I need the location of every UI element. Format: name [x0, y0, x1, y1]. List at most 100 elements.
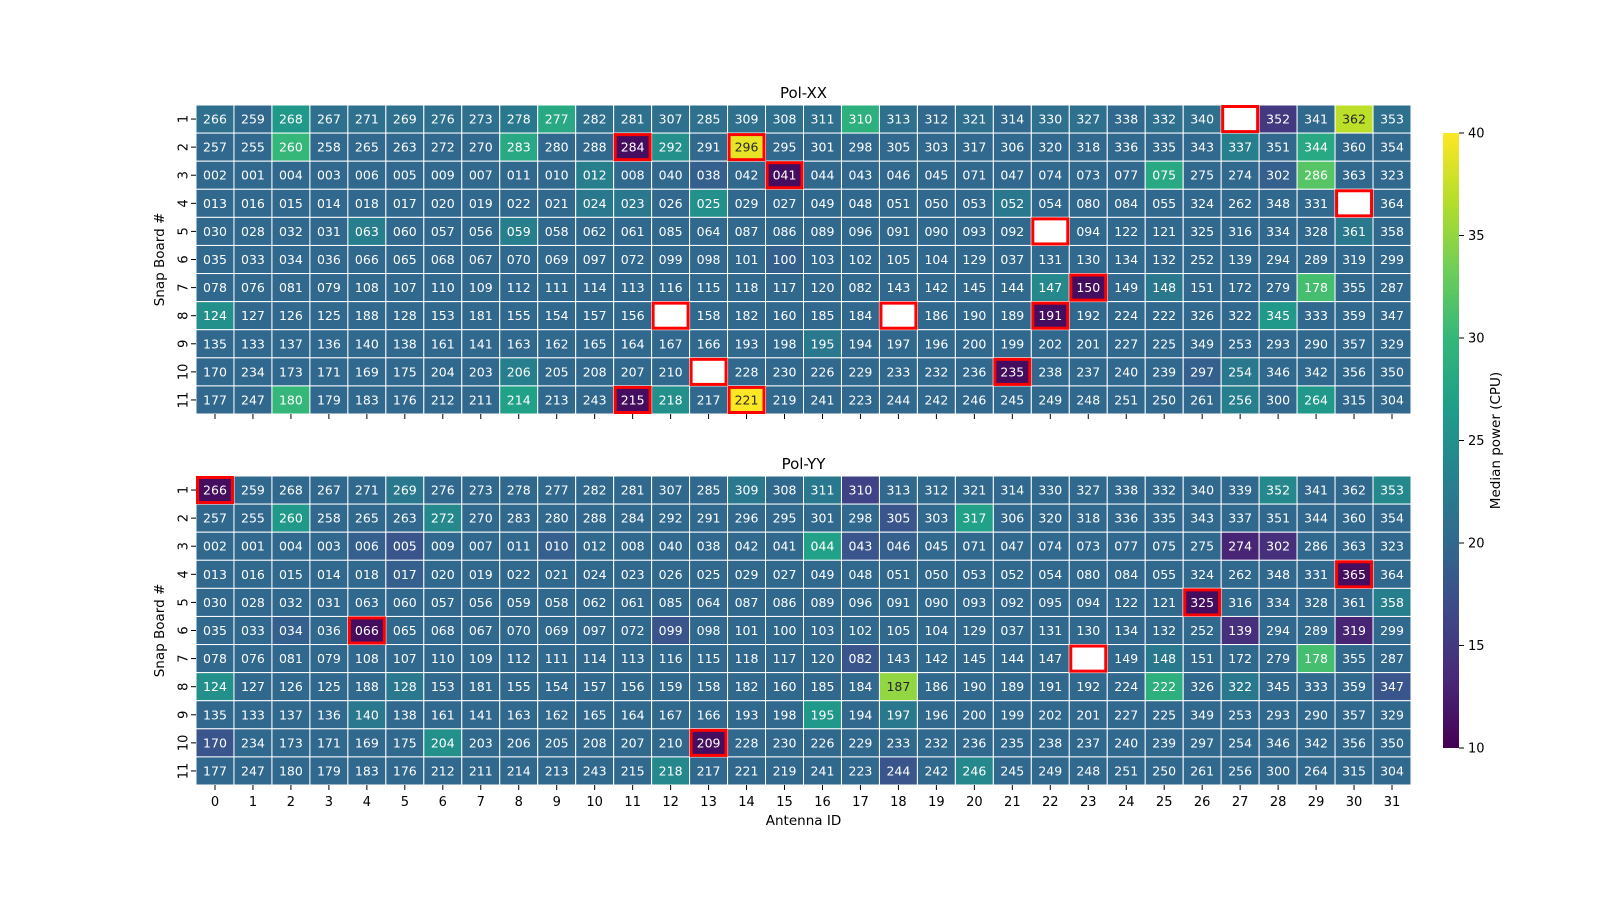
heatmap-cell [271, 728, 311, 758]
cell-label: 056 [469, 224, 493, 239]
heatmap-cell [992, 160, 1032, 190]
cell-label: 062 [583, 595, 607, 610]
cell-label: 143 [886, 280, 910, 295]
cell-label: 227 [1114, 336, 1138, 351]
cell-label: 361 [1342, 224, 1366, 239]
cell-label: 289 [1304, 252, 1328, 267]
cell-label: 275 [1190, 168, 1214, 183]
cell-label: 255 [241, 140, 265, 155]
cell-label: 135 [203, 336, 227, 351]
cell-label: 164 [621, 707, 645, 722]
cell-label: 188 [355, 308, 379, 323]
heatmap-cell [537, 644, 577, 674]
cell-label: 023 [621, 567, 645, 582]
heatmap-cell [992, 503, 1032, 533]
highlight-box [347, 616, 386, 645]
cell-label: 032 [279, 224, 303, 239]
heatmap-cell [1106, 531, 1146, 561]
cell-label: 326 [1190, 679, 1214, 694]
cell-label: 175 [393, 735, 417, 750]
cell-label: 229 [849, 364, 873, 379]
cell-label: 081 [279, 651, 303, 666]
cell-label: 312 [924, 483, 948, 498]
heatmap-cell [840, 475, 880, 505]
heatmap-cell [1372, 188, 1412, 218]
cell-label: 293 [1266, 336, 1290, 351]
cell-label: 228 [735, 364, 759, 379]
cell-label: 035 [203, 252, 227, 267]
heatmap-cell [499, 301, 539, 331]
cell-label: 089 [811, 224, 835, 239]
cell-label: 193 [735, 707, 759, 722]
x-tick-label: 28 [1270, 795, 1287, 810]
cell-label: 202 [1038, 336, 1062, 351]
heatmap-cell [537, 188, 577, 218]
heatmap-cell [1334, 188, 1374, 218]
cell-label: 200 [962, 707, 986, 722]
cell-label: 166 [697, 707, 721, 722]
heatmap-cell [1220, 188, 1260, 218]
heatmap-cell [916, 728, 956, 758]
heatmap-cell [1030, 728, 1070, 758]
cell-label: 261 [1190, 392, 1214, 407]
heatmap-cell [1220, 672, 1260, 702]
cell-label: 080 [1076, 567, 1100, 582]
heatmap-cell [1258, 273, 1298, 303]
cell-label: 308 [773, 112, 797, 127]
cell-label: 011 [507, 539, 531, 554]
heatmap-cell [309, 559, 349, 589]
cell-label: 323 [1380, 539, 1404, 554]
cell-label: 089 [811, 595, 835, 610]
cell-label: 175 [393, 364, 417, 379]
cell-label: 278 [507, 112, 531, 127]
cell-label: 110 [431, 651, 455, 666]
heatmap-cell [613, 503, 653, 533]
cell-label: 158 [697, 308, 721, 323]
heatmap-cell [233, 273, 273, 303]
cell-label: 335 [1152, 140, 1176, 155]
heatmap-cell [1334, 503, 1374, 533]
cell-label: 325 [1190, 595, 1214, 610]
cell-label: 055 [1152, 567, 1176, 582]
cell-label: 200 [962, 336, 986, 351]
cell-label: 045 [924, 539, 948, 554]
heatmap-cell [1258, 587, 1298, 617]
cell-label: 225 [1152, 336, 1176, 351]
heatmap-cell [537, 559, 577, 589]
cell-label: 070 [507, 252, 531, 267]
heatmap-cell [727, 132, 767, 162]
heatmap-cell [309, 244, 349, 275]
cell-label: 157 [583, 679, 607, 694]
cell-label: 052 [1000, 196, 1024, 211]
cell-label: 233 [886, 364, 910, 379]
heatmap-cell [1106, 244, 1146, 275]
heatmap-cell [954, 216, 994, 246]
heatmap-cell [575, 244, 615, 275]
cell-label: 020 [431, 567, 455, 582]
heatmap-cell [992, 672, 1032, 702]
y-tick-label: 5 [177, 598, 192, 606]
cell-label: 242 [924, 392, 948, 407]
heatmap-cell [537, 531, 577, 561]
cell-label: 067 [469, 623, 493, 638]
cell-label: 048 [849, 196, 873, 211]
cell-label: 238 [1038, 735, 1062, 750]
cell-label: 257 [203, 511, 227, 526]
heatmap-cell [992, 587, 1032, 617]
y-tick-label: 9 [177, 711, 192, 719]
cell-label: 296 [735, 511, 759, 526]
y-tick-label: 3 [177, 171, 192, 179]
cell-label: 084 [1114, 196, 1138, 211]
cell-label: 281 [621, 483, 645, 498]
cell-label: 270 [469, 511, 493, 526]
cell-label: 144 [1000, 651, 1024, 666]
cell-label: 058 [545, 224, 569, 239]
heatmap-cell [840, 615, 880, 646]
cell-label: 098 [697, 252, 721, 267]
heatmap-cell [1334, 216, 1374, 246]
cell-label: 287 [1380, 651, 1404, 666]
heatmap-cell [1334, 587, 1374, 617]
cell-label: 314 [1000, 112, 1024, 127]
cell-label: 213 [545, 763, 569, 778]
x-tick-label: 7 [477, 795, 485, 810]
